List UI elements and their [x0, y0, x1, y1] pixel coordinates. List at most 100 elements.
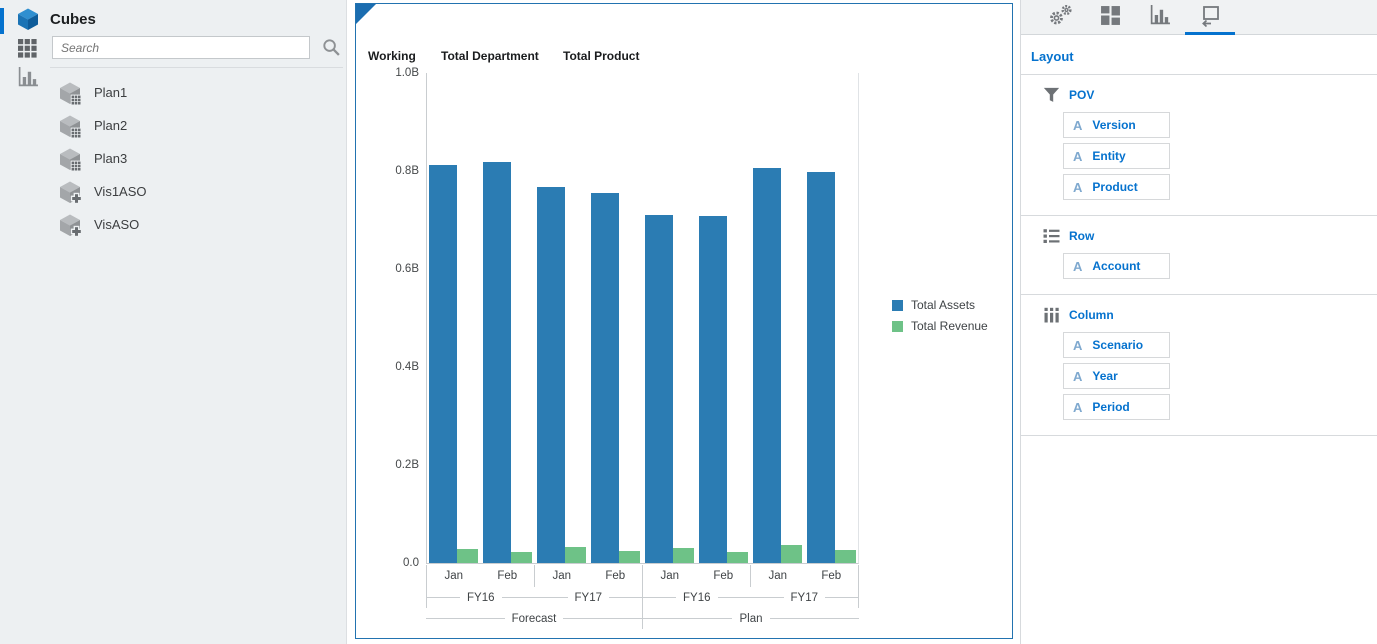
y-tick-label: 1.0B	[395, 67, 419, 79]
selection-corner-icon	[356, 4, 376, 24]
bar-total-revenue-6[interactable]	[726, 551, 748, 563]
pov-member-total-department[interactable]: Total Department	[441, 49, 539, 63]
cube-grid-icon	[58, 147, 82, 171]
x-axis-scenarios: Forecast Plan	[426, 608, 859, 629]
rail-item-charts[interactable]	[15, 66, 41, 92]
layout-chip-account[interactable]: A Account	[1063, 253, 1170, 279]
bar-chart-icon	[1149, 4, 1171, 31]
section-label: Column	[1069, 308, 1114, 322]
pov-header-row: Working Total Department Total Product	[356, 49, 1012, 65]
cube-item-plan1[interactable]: Plan1	[50, 76, 340, 109]
legend-item-total-revenue[interactable]: Total Revenue	[892, 319, 988, 333]
bar-total-revenue-4[interactable]	[619, 550, 641, 563]
period-group: Jan Feb	[750, 565, 858, 587]
divider	[1021, 294, 1377, 295]
bar-total-revenue-8[interactable]	[834, 550, 856, 563]
layout-title: Layout	[1031, 49, 1074, 64]
x-tick-label: Jan	[768, 570, 788, 582]
pov-member-total-product[interactable]: Total Product	[563, 49, 640, 63]
cube-item-vis1aso[interactable]: Vis1ASO	[50, 175, 340, 208]
cube-item-label: VisASO	[94, 217, 140, 232]
bar-total-revenue-5[interactable]	[672, 548, 694, 563]
year-label: FY17	[751, 587, 859, 608]
x-axis-periods: Jan Feb Jan Feb Jan Feb Jan Feb	[426, 565, 859, 587]
cube-item-label: Plan2	[94, 118, 128, 133]
x-tick-label: Feb	[497, 570, 518, 582]
bar-total-assets-3[interactable]	[537, 187, 566, 563]
bar-total-assets-4[interactable]	[591, 192, 620, 563]
cube-plus-icon	[58, 180, 83, 204]
cube-item-visaso[interactable]: VisASO	[50, 208, 340, 241]
cubes-panel: Cubes Plan1 Plan2 Plan3 Vis1ASO	[0, 0, 347, 644]
cube-item-label: Plan1	[94, 85, 128, 100]
layout-chip-entity[interactable]: A Entity	[1063, 143, 1170, 169]
bar-total-assets-6[interactable]	[698, 216, 727, 563]
layout-chip-scenario[interactable]: A Scenario	[1063, 332, 1170, 358]
dimension-a-icon: A	[1073, 148, 1083, 164]
bar-total-assets-5[interactable]	[644, 214, 673, 563]
pov-member-working[interactable]: Working	[368, 49, 416, 63]
columns-icon	[1043, 307, 1060, 323]
cube-list: Plan1 Plan2 Plan3 Vis1ASO VisASO	[50, 76, 340, 241]
cube-icon	[16, 7, 40, 36]
layout-chip-version[interactable]: A Version	[1063, 112, 1170, 138]
bar-total-revenue-2[interactable]	[511, 551, 533, 563]
rail-item-grid[interactable]	[15, 38, 41, 64]
bar-total-assets-8[interactable]	[806, 171, 835, 563]
search-input[interactable]	[52, 36, 310, 59]
x-tick-label: Jan	[444, 570, 464, 582]
divider	[50, 67, 343, 68]
tab-chart-type[interactable]	[1135, 0, 1185, 35]
legend-label: Total Revenue	[911, 319, 988, 333]
bar-total-assets-7[interactable]	[752, 168, 781, 563]
chart-panel: Working Total Department Total Product 1.0…	[355, 3, 1013, 639]
chip-label: Period	[1092, 400, 1130, 414]
tab-settings[interactable]	[1035, 0, 1085, 35]
chart-legend: Total Assets Total Revenue	[892, 298, 988, 340]
legend-swatch	[892, 299, 903, 311]
dimension-a-icon: A	[1073, 337, 1083, 353]
rail-item-cubes[interactable]	[15, 8, 41, 34]
y-tick-label: 0.2B	[395, 459, 419, 471]
cube-item-plan3[interactable]: Plan3	[50, 142, 340, 175]
active-rail-indicator	[0, 8, 4, 34]
year-label: FY16	[427, 587, 535, 608]
x-tick-label: Feb	[713, 570, 734, 582]
x-tick-label: Jan	[660, 570, 680, 582]
chip-label: Entity	[1092, 149, 1126, 163]
chip-label: Year	[1092, 369, 1118, 383]
legend-label: Total Assets	[911, 298, 976, 312]
layout-chip-period[interactable]: A Period	[1063, 394, 1170, 420]
bar-group-7	[750, 73, 804, 563]
funnel-icon	[1043, 87, 1060, 103]
gears-icon	[1047, 3, 1074, 32]
bar-total-revenue-7[interactable]	[780, 544, 802, 563]
layout-sections: POV A Version A Entity A Product Row A A…	[1021, 75, 1377, 436]
search-icon[interactable]	[322, 38, 342, 58]
layout-chip-year[interactable]: A Year	[1063, 363, 1170, 389]
tab-layout[interactable]	[1185, 0, 1235, 35]
bar-total-assets-2[interactable]	[483, 161, 512, 563]
chips-container: A Account	[1063, 253, 1377, 279]
layout-section-pov: POV A Version A Entity A Product	[1021, 75, 1377, 215]
chips-container: A Version A Entity A Product	[1063, 112, 1377, 200]
legend-swatch	[892, 320, 903, 332]
layout-chip-product[interactable]: A Product	[1063, 174, 1170, 200]
bar-total-assets-1[interactable]	[429, 164, 458, 563]
year-group: FY16 FY17	[642, 587, 858, 608]
divider	[1021, 74, 1377, 75]
bar-group-5	[643, 73, 697, 563]
bar-total-revenue-3[interactable]	[565, 546, 587, 563]
cube-item-plan2[interactable]: Plan2	[50, 109, 340, 142]
section-header: Row	[1043, 228, 1377, 244]
x-tick-label: Jan	[552, 570, 572, 582]
tab-visualization[interactable]	[1085, 0, 1135, 35]
y-tick-label: 0.6B	[395, 263, 419, 275]
bar-chart-plot: 1.0B 0.8B 0.6B 0.4B 0.2B 0.0	[395, 67, 859, 569]
bar-total-revenue-1[interactable]	[457, 548, 479, 563]
cube-item-label: Vis1ASO	[94, 184, 147, 199]
tiles-icon	[1100, 5, 1121, 31]
legend-item-total-assets[interactable]: Total Assets	[892, 298, 988, 312]
chip-label: Version	[1092, 118, 1136, 132]
left-rail	[0, 0, 48, 644]
